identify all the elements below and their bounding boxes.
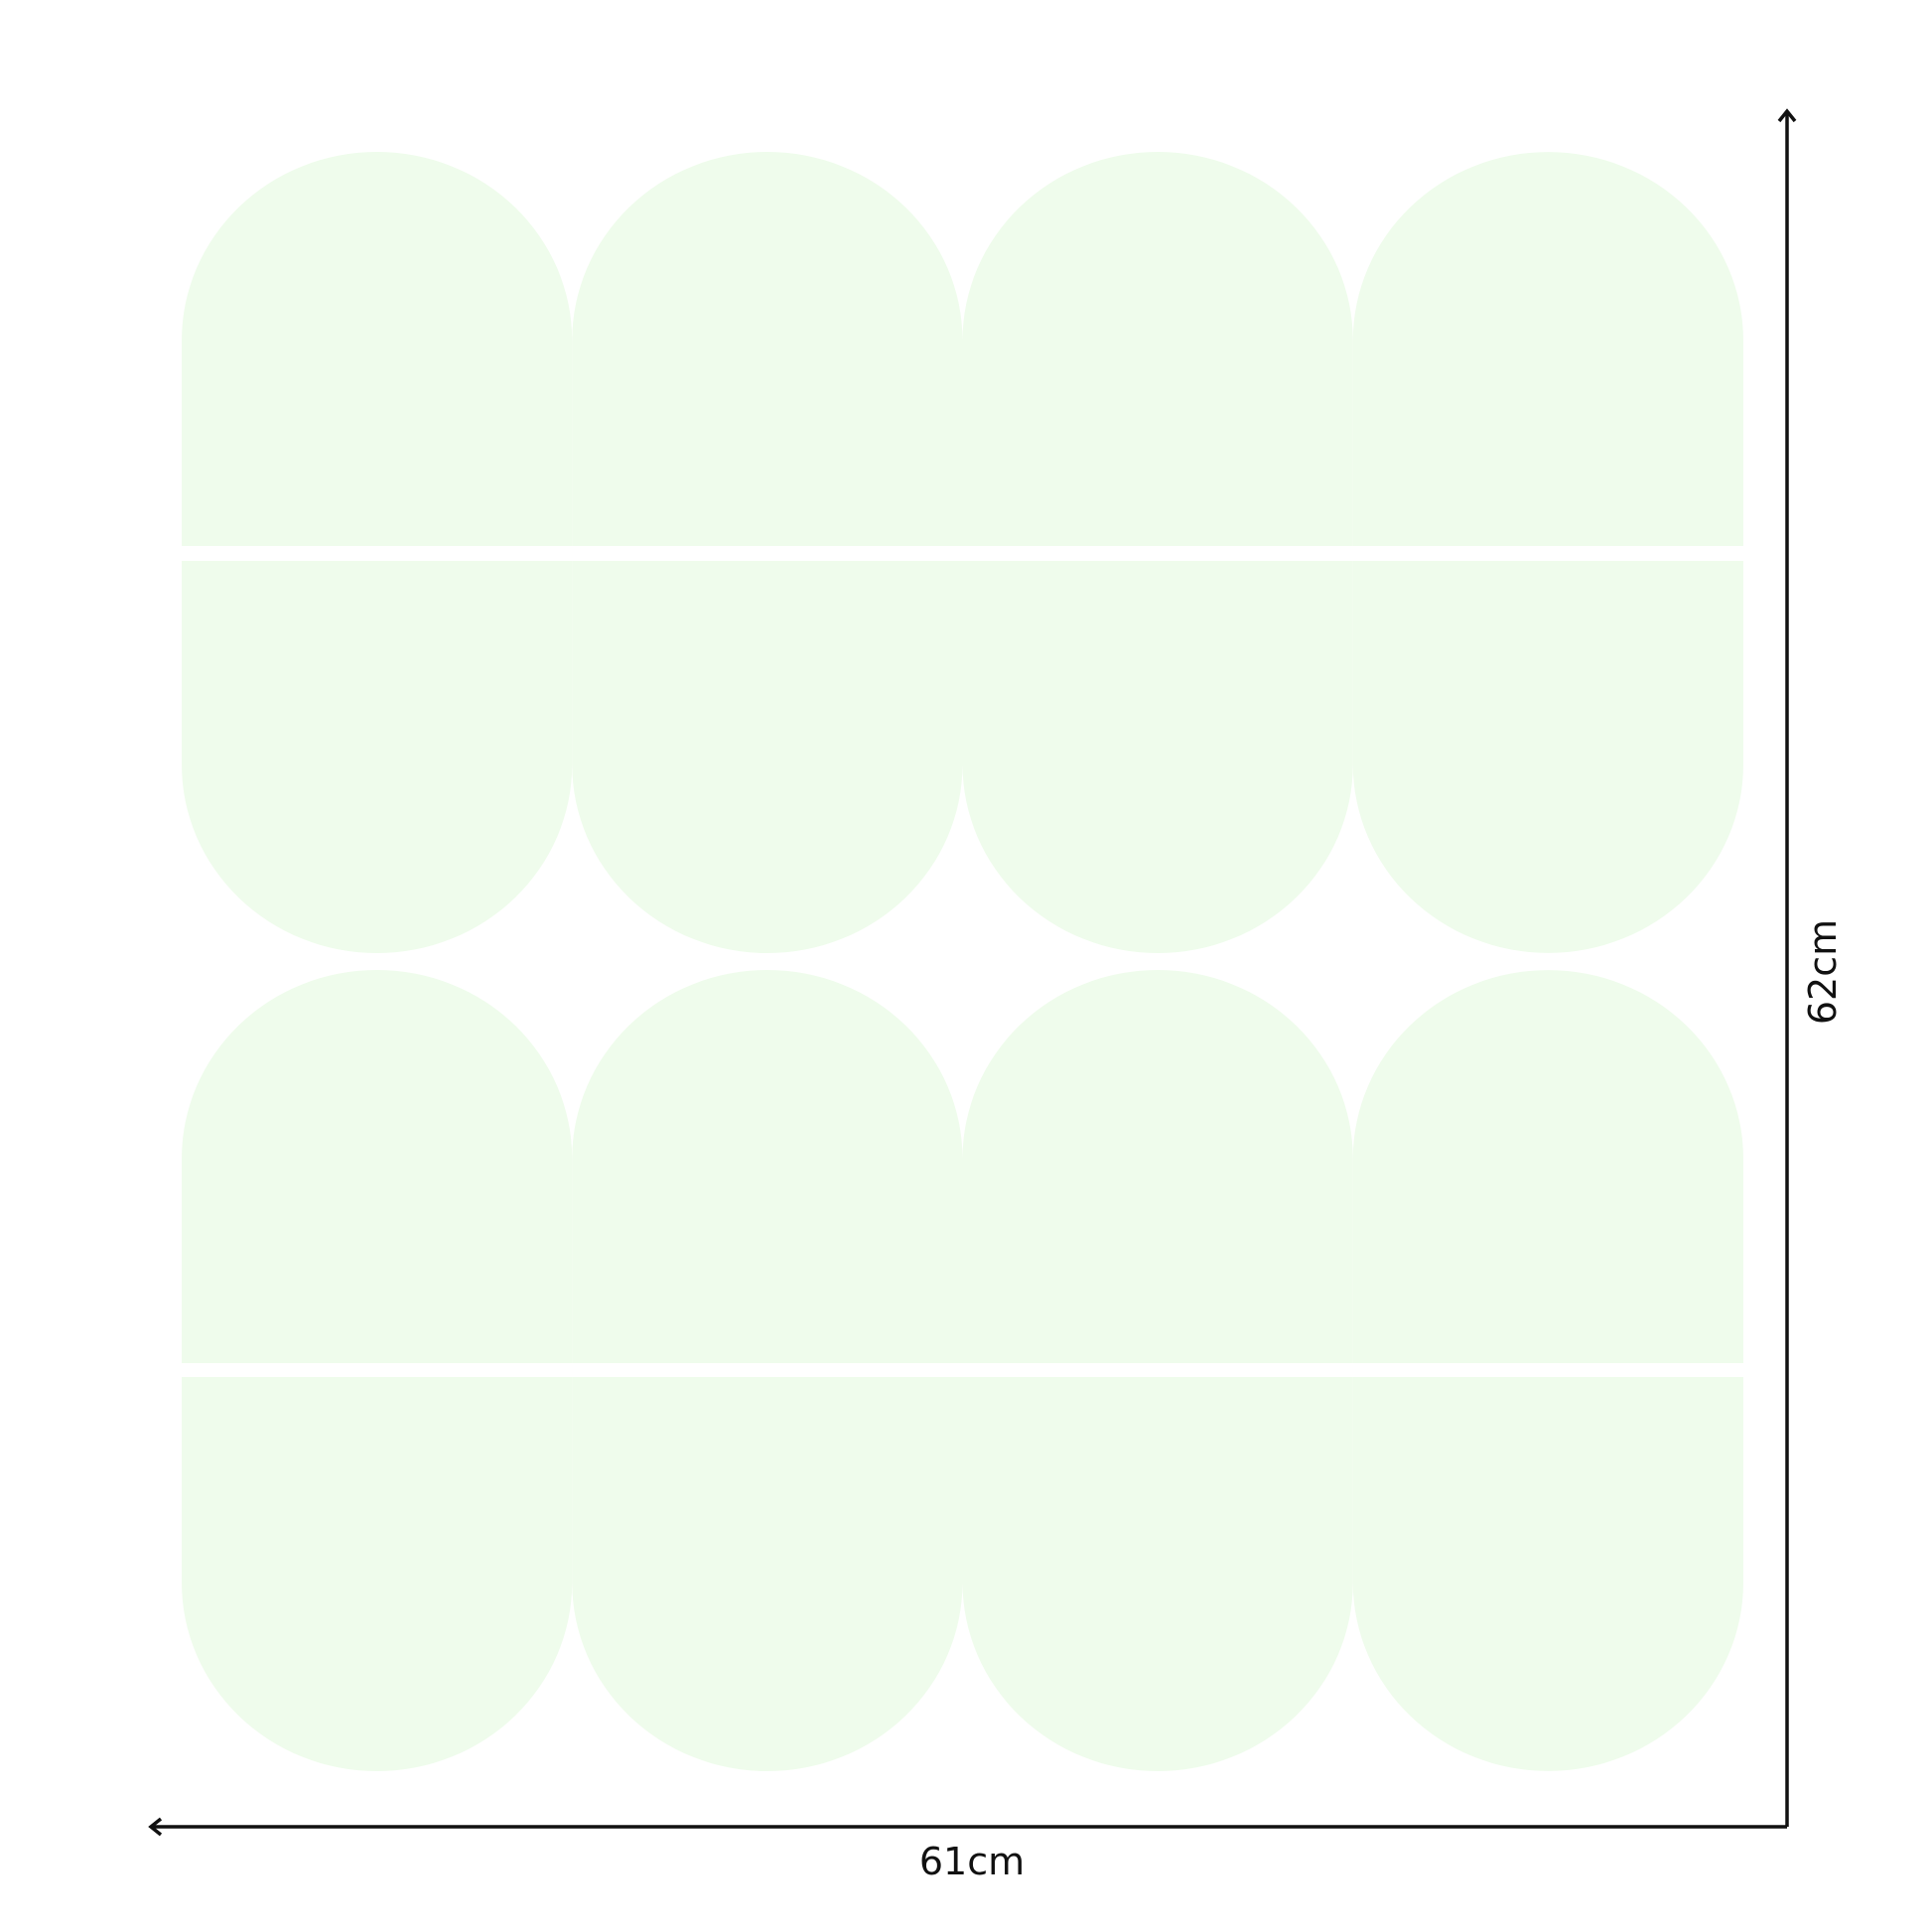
decal-panel-top (1352, 970, 1743, 1363)
decal-panels (182, 152, 1743, 1771)
decal-panel-top (572, 152, 963, 546)
decal-panel-top (962, 970, 1353, 1363)
decal-panel-bottom (962, 1377, 1353, 1771)
decal-panel-bottom (1352, 1377, 1743, 1771)
height-label: 62cm (1801, 918, 1845, 1026)
decal-panel-bottom (182, 561, 573, 954)
decal-panel-top (572, 970, 963, 1363)
width-arrow (148, 1817, 1787, 1837)
width-label: 61cm (918, 1840, 1026, 1883)
decal-panel-bottom (572, 561, 963, 954)
decal-panel-bottom (572, 1377, 963, 1771)
decal-panel-top (962, 152, 1353, 546)
decal-panel-top (182, 152, 573, 546)
height-arrow (1777, 108, 1797, 1827)
decal-panel-bottom (182, 1377, 573, 1771)
decal-panel-bottom (962, 561, 1353, 954)
decal-panel-top (1352, 152, 1743, 547)
decal-panel-top (182, 970, 573, 1363)
decal-panel-bottom (1352, 561, 1743, 953)
